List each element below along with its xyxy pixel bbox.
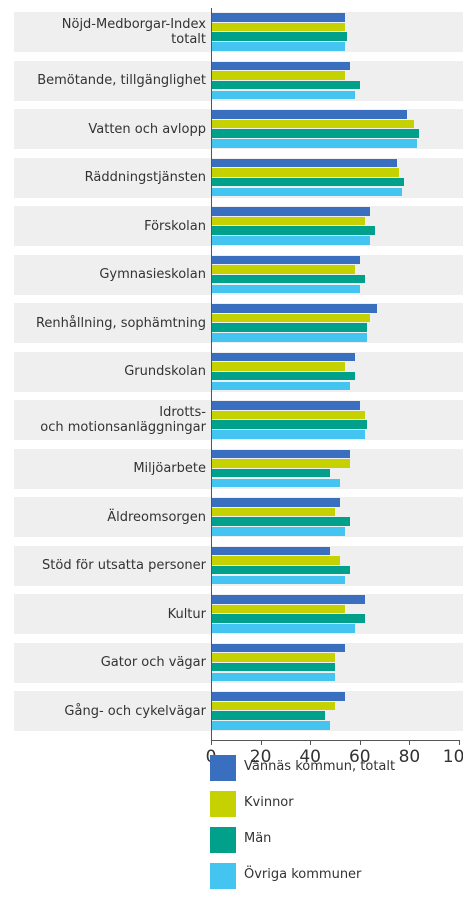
category-label: Gång- och cykelvägar <box>64 703 206 719</box>
bar <box>211 381 350 391</box>
bar <box>211 711 326 720</box>
bar <box>211 255 360 264</box>
bar <box>211 556 340 565</box>
bar <box>211 61 350 70</box>
x-tick-label: 80 <box>398 746 421 767</box>
bar <box>211 692 345 701</box>
category-label: Grundskolan <box>124 364 206 379</box>
bar <box>211 362 345 371</box>
bar <box>211 565 350 575</box>
bar <box>211 207 370 216</box>
legend-swatch <box>210 863 236 889</box>
bar <box>211 110 407 119</box>
axis-line <box>211 8 212 740</box>
bar <box>211 71 345 80</box>
bar <box>211 498 340 507</box>
bar <box>211 22 345 32</box>
tick-mark <box>459 739 460 745</box>
tick-mark <box>211 739 212 745</box>
bar <box>211 90 355 100</box>
bar <box>211 721 331 730</box>
category-label: Gator och vägar <box>100 655 206 670</box>
bar <box>211 672 335 682</box>
bar <box>211 507 335 517</box>
bar <box>211 517 350 526</box>
bar <box>211 265 355 274</box>
category-label: Nöjd-Medborgar-Index totalt <box>61 17 206 47</box>
bar <box>211 371 355 381</box>
bar <box>211 119 415 129</box>
bar <box>211 80 360 90</box>
bar <box>211 168 400 177</box>
bar <box>211 420 368 429</box>
category-label: Förskolan <box>144 218 206 234</box>
bar <box>211 284 360 294</box>
bar <box>211 701 335 711</box>
bar <box>211 129 420 138</box>
bar <box>211 177 405 187</box>
legend-label: Övriga kommuner <box>244 867 362 882</box>
category-label: Vatten och avlopp <box>88 121 206 137</box>
legend-label: Män <box>244 831 272 846</box>
tick-mark <box>359 739 361 745</box>
bar <box>211 333 368 342</box>
bar <box>211 575 345 585</box>
bar <box>211 304 378 313</box>
bar <box>211 459 350 468</box>
bar <box>211 352 355 361</box>
x-tick-label: 40 <box>299 746 322 767</box>
bar <box>211 216 365 226</box>
bar <box>211 624 355 633</box>
legend-label: Vännäs kommun, totalt <box>244 759 396 774</box>
bar <box>211 226 375 235</box>
bar <box>211 13 345 22</box>
x-tick-label: 100 <box>442 746 463 767</box>
x-tick-label: 60 <box>348 746 371 767</box>
category-label: Räddningstjänsten <box>84 170 206 185</box>
bar <box>211 32 348 41</box>
bar <box>211 478 340 488</box>
bar <box>211 236 370 245</box>
category-label: Stöd för utsatta personer <box>42 558 206 573</box>
category-label: Äldreomsorgen <box>107 509 206 525</box>
bar <box>211 527 345 536</box>
legend-swatch <box>210 827 236 853</box>
category-label: Idrotts- och motionsanläggningar <box>40 405 206 435</box>
tick-mark <box>409 739 411 745</box>
bar <box>211 653 335 662</box>
legend-swatch <box>210 791 236 817</box>
x-tick-label: 20 <box>249 746 272 767</box>
bar <box>211 401 360 410</box>
bar <box>211 604 345 614</box>
bar <box>211 187 402 197</box>
bar <box>211 274 365 284</box>
category-label: Renhållning, sophämtning <box>35 315 206 331</box>
bar <box>211 662 335 672</box>
category-label: Bemötande, tillgänglighet <box>37 73 206 88</box>
bar <box>211 430 365 439</box>
bar <box>211 42 345 51</box>
axis-line <box>211 739 460 741</box>
bar <box>211 468 331 478</box>
bar <box>211 139 417 148</box>
bar <box>211 410 365 420</box>
category-label: Miljöarbete <box>133 461 206 476</box>
bar <box>211 323 368 332</box>
bar <box>211 449 350 458</box>
bar <box>211 614 365 623</box>
bar <box>211 158 397 167</box>
legend-swatch <box>210 755 236 781</box>
bar <box>211 595 365 604</box>
bar <box>211 643 345 652</box>
tick-mark <box>260 739 262 745</box>
category-label: Gymnasieskolan <box>99 267 206 282</box>
legend-label: Kvinnor <box>244 795 294 810</box>
bar <box>211 546 331 555</box>
tick-mark <box>310 739 312 745</box>
category-label: Kultur <box>167 606 206 622</box>
bar <box>211 313 370 323</box>
